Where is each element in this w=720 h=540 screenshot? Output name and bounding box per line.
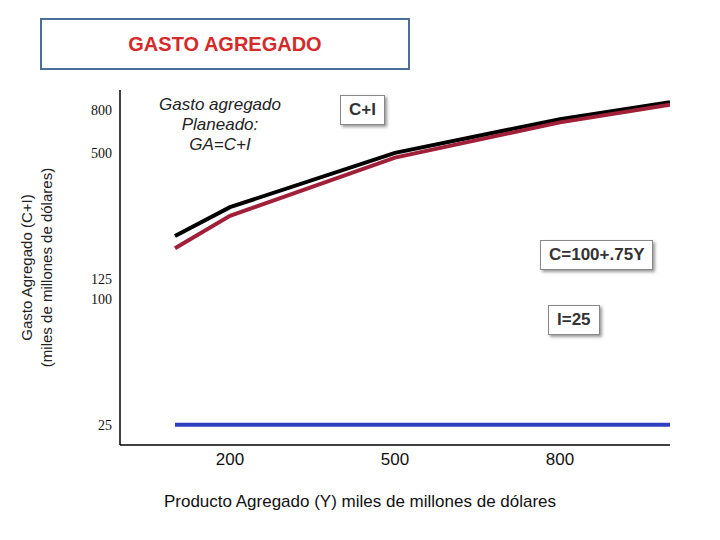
svg-text:125: 125 [91, 272, 112, 287]
svg-text:800: 800 [91, 103, 112, 118]
html-text:GASTO AGREGADO: GASTO AGREGADO [128, 32, 322, 55]
svg-text:500: 500 [91, 146, 112, 161]
svg-text:25: 25 [98, 418, 112, 433]
svg-text:(miles de millones de dólares): (miles de millones de dólares) [38, 168, 55, 367]
svg-text:100: 100 [91, 292, 112, 307]
html-text:C+I: C+I [349, 100, 376, 119]
html-text:I=25: I=25 [557, 310, 591, 329]
svg-text:Gasto Agregado (C+I): Gasto Agregado (C+I) [18, 194, 35, 340]
html-text:Producto Agregado (Y) miles de: Producto Agregado (Y) miles de millones … [163, 492, 557, 511]
svg-text:500: 500 [381, 450, 409, 469]
html-text:GA=C+I: GA=C+I [189, 135, 251, 154]
svg-text:800: 800 [546, 450, 574, 469]
html-text:Gasto agregado: Gasto agregado [159, 95, 281, 114]
svg-text:200: 200 [216, 450, 244, 469]
html-text:C=100+.75Y: C=100+.75Y [549, 245, 645, 264]
html-text:Planeado:: Planeado: [181, 115, 259, 134]
